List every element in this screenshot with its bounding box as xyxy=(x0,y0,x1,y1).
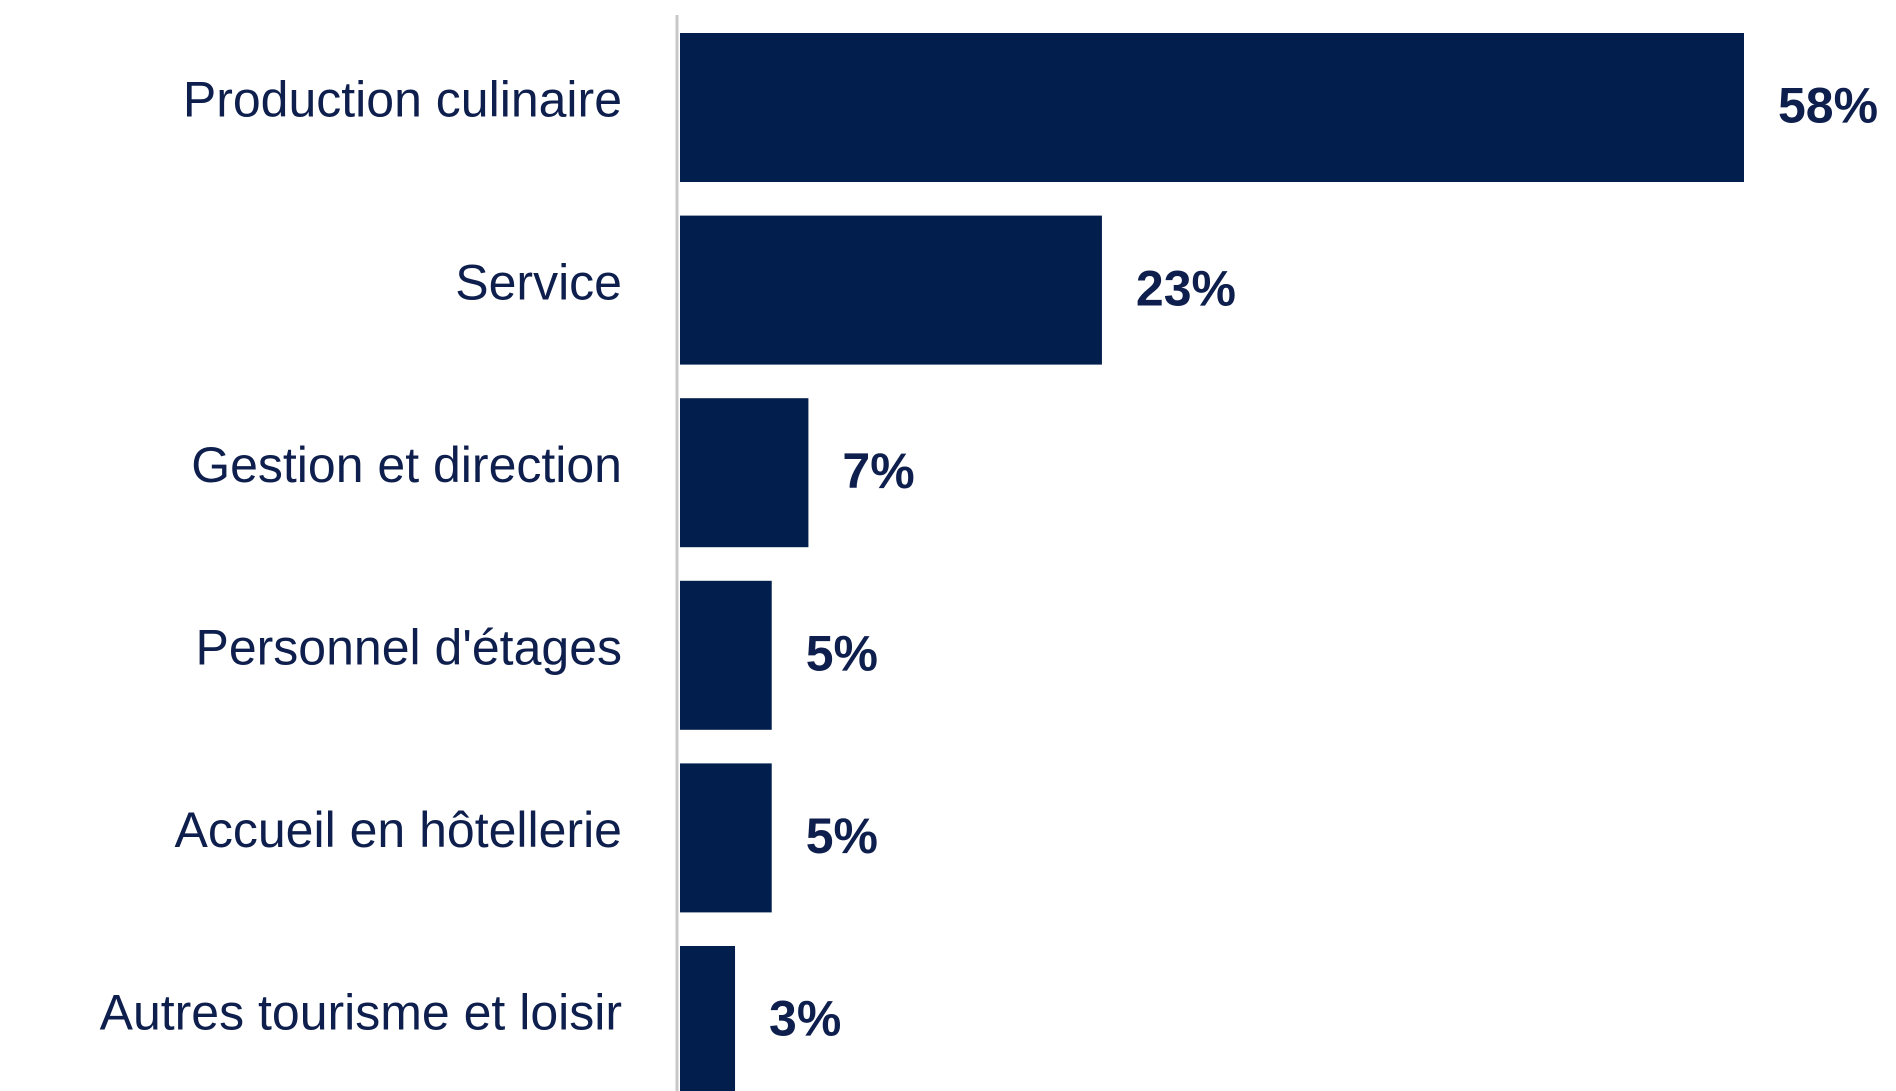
bar xyxy=(680,946,736,1091)
bar xyxy=(680,215,1102,365)
bar xyxy=(680,580,772,730)
category-label: Autres tourisme et loisir xyxy=(100,985,622,1041)
category-label: Accueil en hôtellerie xyxy=(175,802,623,858)
bar xyxy=(680,33,1744,182)
value-label: 7% xyxy=(842,443,914,499)
category-label: Personnel d'étages xyxy=(195,620,622,676)
category-label: Service xyxy=(455,254,622,310)
bar xyxy=(680,398,809,548)
value-label: 58% xyxy=(1778,78,1878,134)
category-label: Gestion et direction xyxy=(191,437,622,493)
category-label: Production culinaire xyxy=(183,72,622,128)
bar xyxy=(680,763,772,913)
value-label: 5% xyxy=(806,626,878,682)
value-label: 3% xyxy=(769,991,841,1047)
value-label: 5% xyxy=(806,808,878,864)
value-label: 23% xyxy=(1136,260,1236,316)
